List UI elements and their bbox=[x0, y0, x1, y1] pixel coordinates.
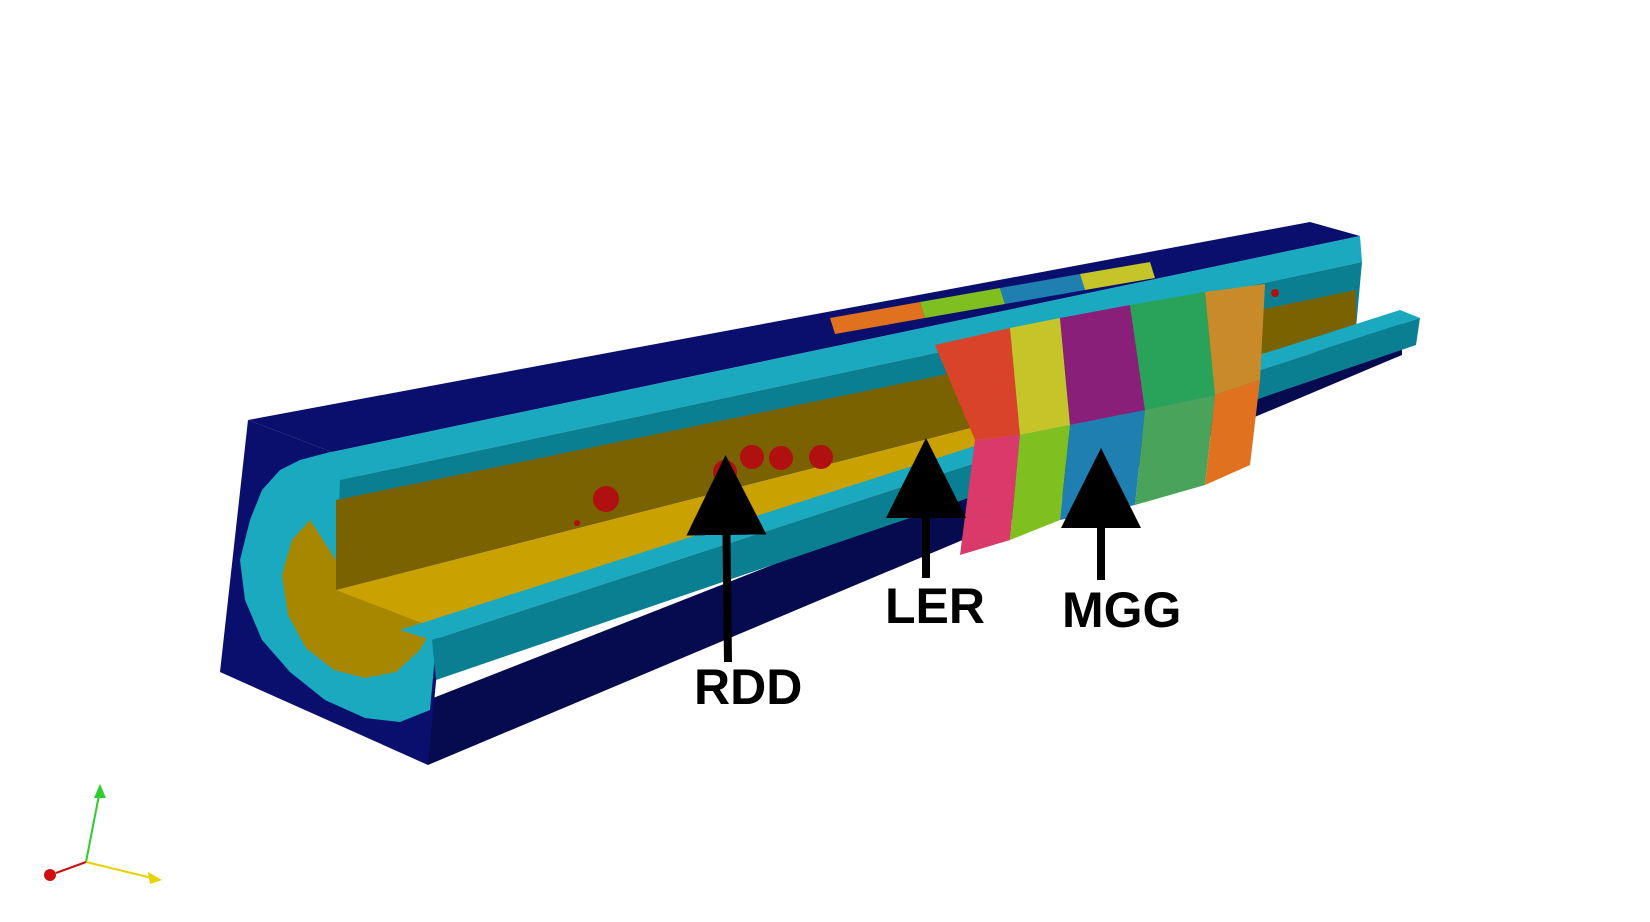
liner-top-band bbox=[332, 236, 1362, 480]
ler-label: LER bbox=[885, 578, 985, 634]
grain-top-strip bbox=[830, 262, 1155, 334]
rdd-arrow bbox=[686, 455, 767, 663]
rdd-label: RDD bbox=[694, 659, 802, 715]
mgg-label: MGG bbox=[1062, 582, 1181, 638]
axes-triad-icon bbox=[44, 784, 162, 884]
